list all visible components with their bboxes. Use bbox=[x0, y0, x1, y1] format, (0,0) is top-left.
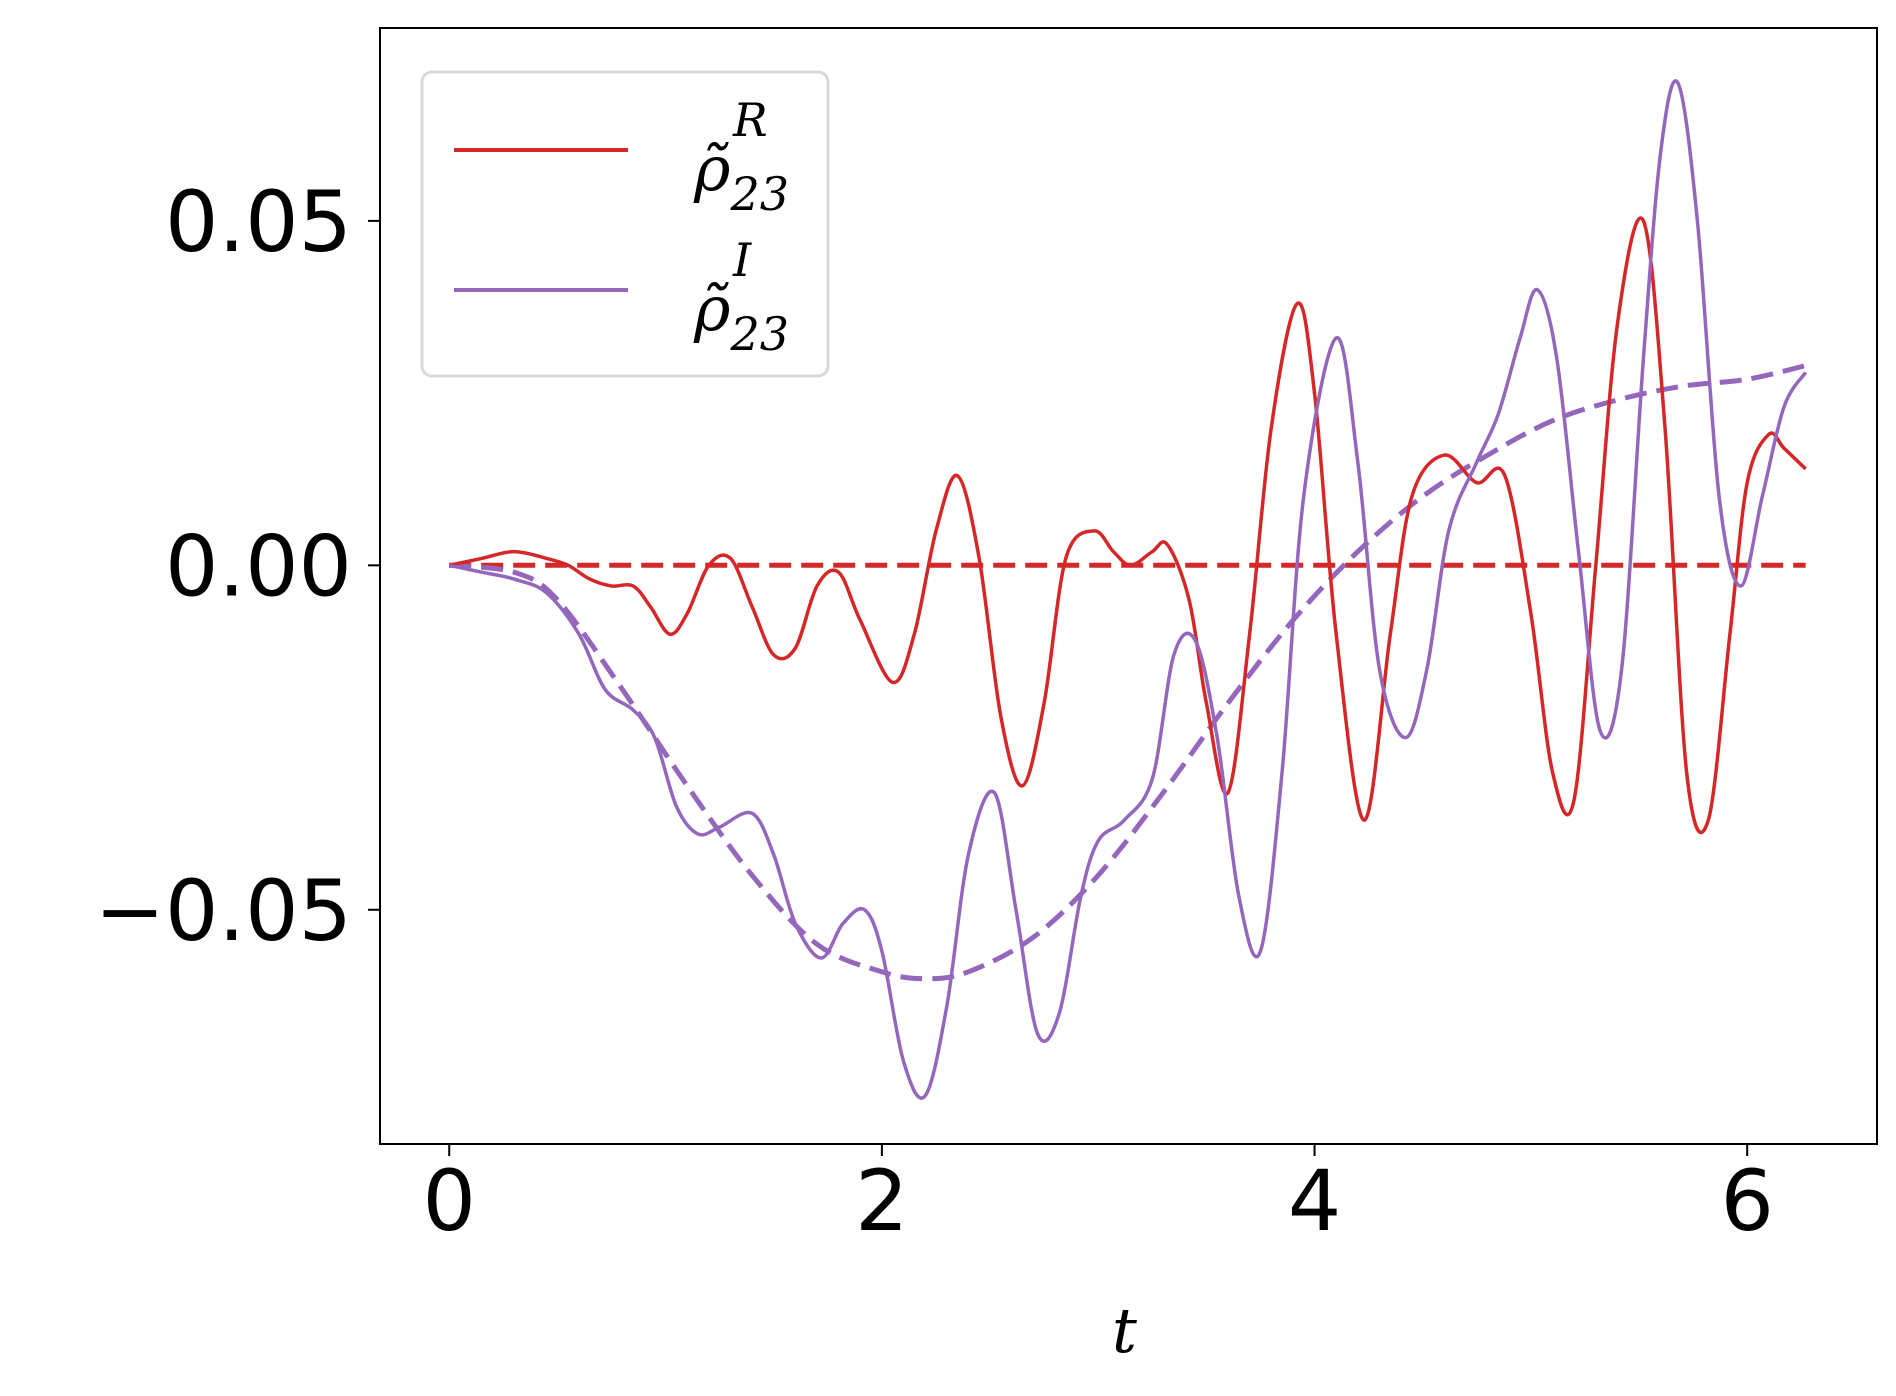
x-tick-label-3: 6 bbox=[1720, 1152, 1773, 1250]
y-tick-label-0: −0.05 bbox=[95, 862, 352, 960]
y-tick-label-1: 0.00 bbox=[165, 517, 352, 615]
dashed-series-line-3 bbox=[448, 363, 1807, 982]
x-axis-ticks: 0 2 4 6 bbox=[422, 1144, 1774, 1250]
series-line-0 bbox=[448, 216, 1807, 835]
legend-label-1: ρ̃23I bbox=[693, 233, 789, 361]
plot-frame bbox=[379, 27, 1878, 1145]
y-tick-label-2: 0.05 bbox=[165, 173, 352, 271]
series-layer bbox=[448, 79, 1808, 1100]
legend: ρ̃23R ρ̃23I bbox=[420, 70, 830, 378]
x-axis-label: t bbox=[1112, 1294, 1137, 1367]
x-tick-label-1: 2 bbox=[855, 1152, 908, 1250]
y-axis-ticks: −0.05 0.00 0.05 bbox=[95, 173, 380, 960]
x-tick-label-0: 0 bbox=[422, 1152, 475, 1250]
x-tick-label-2: 4 bbox=[1288, 1152, 1341, 1250]
series-line-1 bbox=[448, 79, 1808, 1100]
legend-label-0: ρ̃23R bbox=[693, 93, 789, 221]
